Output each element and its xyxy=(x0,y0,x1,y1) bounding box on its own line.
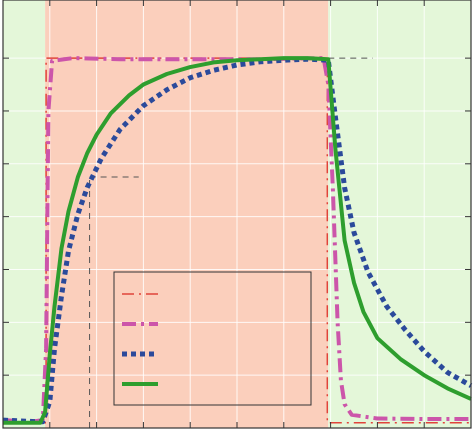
background-region-1 xyxy=(3,0,46,428)
background-region-2 xyxy=(45,0,329,428)
grid-lines xyxy=(3,0,471,428)
annotation-lines xyxy=(89,57,373,428)
axis-ticks xyxy=(3,0,471,428)
series-lines xyxy=(2,56,473,425)
series-line-4 xyxy=(3,56,472,425)
series-line-3 xyxy=(2,56,473,425)
legend xyxy=(113,271,312,406)
legend-box xyxy=(113,271,312,406)
series-line-2 xyxy=(2,56,471,424)
background-regions xyxy=(3,0,471,428)
